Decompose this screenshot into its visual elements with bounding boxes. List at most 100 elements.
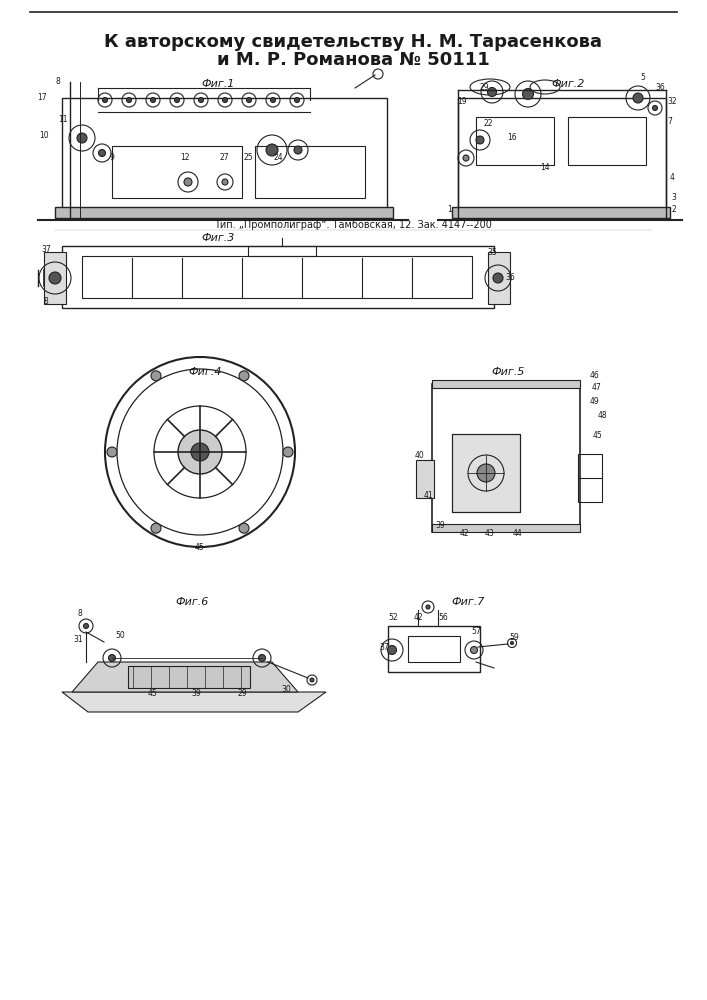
Circle shape bbox=[426, 605, 430, 609]
Circle shape bbox=[283, 447, 293, 457]
Circle shape bbox=[239, 371, 249, 381]
Text: 29: 29 bbox=[479, 83, 489, 92]
Text: 57: 57 bbox=[471, 627, 481, 636]
Text: 22: 22 bbox=[484, 119, 493, 128]
Text: 1: 1 bbox=[448, 205, 452, 214]
Text: Фиг.1: Фиг.1 bbox=[201, 79, 235, 89]
Bar bbox=[112, 146, 242, 198]
Bar bbox=[255, 146, 365, 198]
Text: 39: 39 bbox=[191, 689, 201, 698]
Text: 43: 43 bbox=[485, 529, 495, 538]
Text: 42: 42 bbox=[413, 613, 423, 622]
Text: 41: 41 bbox=[423, 491, 433, 500]
Text: 49: 49 bbox=[590, 397, 600, 406]
Text: 29: 29 bbox=[237, 689, 247, 698]
Bar bbox=[452, 434, 520, 512]
Bar bbox=[488, 252, 510, 304]
Circle shape bbox=[191, 443, 209, 461]
Bar bbox=[578, 454, 602, 502]
Bar bbox=[432, 524, 580, 532]
Circle shape bbox=[633, 93, 643, 103]
Circle shape bbox=[493, 273, 503, 283]
Text: 7: 7 bbox=[667, 117, 672, 126]
Circle shape bbox=[463, 155, 469, 161]
Circle shape bbox=[522, 89, 534, 100]
Circle shape bbox=[151, 371, 161, 381]
Bar bbox=[55, 207, 393, 218]
Text: и М. Р. Романова № 50111: и М. Р. Романова № 50111 bbox=[216, 51, 489, 69]
Text: 59: 59 bbox=[509, 633, 519, 642]
Text: 44: 44 bbox=[513, 529, 523, 538]
Text: 19: 19 bbox=[457, 97, 467, 106]
Text: 48: 48 bbox=[597, 411, 607, 420]
Bar bbox=[568, 117, 646, 165]
Circle shape bbox=[175, 98, 180, 103]
Bar bbox=[452, 207, 670, 218]
Circle shape bbox=[295, 98, 300, 103]
Text: 16: 16 bbox=[507, 133, 517, 142]
Text: Фиг.2: Фиг.2 bbox=[551, 79, 585, 89]
Text: 36: 36 bbox=[505, 273, 515, 282]
Bar bbox=[432, 380, 580, 388]
Text: 45: 45 bbox=[593, 431, 603, 440]
Bar bbox=[248, 246, 316, 256]
Circle shape bbox=[178, 430, 222, 474]
Circle shape bbox=[107, 447, 117, 457]
Text: Тип. „Промполиграф“. Тамбовская, 12. Зак. 4147--200: Тип. „Промполиграф“. Тамбовская, 12. Зак… bbox=[214, 220, 492, 230]
Text: 9: 9 bbox=[110, 153, 115, 162]
Text: 39: 39 bbox=[435, 521, 445, 530]
Text: 11: 11 bbox=[58, 115, 68, 124]
Text: 36: 36 bbox=[655, 83, 665, 92]
Text: К авторскому свидетельству Н. М. Тарасенкова: К авторскому свидетельству Н. М. Тарасен… bbox=[104, 33, 602, 51]
Circle shape bbox=[476, 136, 484, 144]
Text: 5: 5 bbox=[641, 73, 645, 82]
Text: 42: 42 bbox=[459, 529, 469, 538]
Text: Фиг.5: Фиг.5 bbox=[491, 367, 525, 377]
Circle shape bbox=[387, 646, 397, 654]
Circle shape bbox=[184, 178, 192, 186]
Text: Фиг.6: Фиг.6 bbox=[175, 597, 209, 607]
Text: Фиг.7: Фиг.7 bbox=[451, 597, 485, 607]
Text: 4: 4 bbox=[670, 173, 674, 182]
Circle shape bbox=[199, 98, 204, 103]
Bar bbox=[416, 460, 434, 498]
Text: 8: 8 bbox=[56, 77, 60, 86]
Text: 12: 12 bbox=[180, 153, 189, 162]
Text: 8: 8 bbox=[44, 297, 48, 306]
Bar bbox=[128, 666, 250, 688]
Circle shape bbox=[653, 105, 658, 110]
Bar bbox=[408, 636, 460, 662]
Circle shape bbox=[222, 179, 228, 185]
Circle shape bbox=[310, 678, 314, 682]
Text: 40: 40 bbox=[415, 451, 425, 460]
Text: 46: 46 bbox=[590, 371, 600, 380]
Text: 45: 45 bbox=[148, 689, 158, 698]
Text: 24: 24 bbox=[273, 153, 283, 162]
Circle shape bbox=[294, 146, 302, 154]
Circle shape bbox=[127, 98, 132, 103]
Circle shape bbox=[510, 642, 513, 645]
Text: 2: 2 bbox=[672, 205, 677, 214]
Circle shape bbox=[49, 272, 61, 284]
Circle shape bbox=[83, 624, 88, 629]
Text: 37: 37 bbox=[379, 643, 389, 652]
Text: Фиг.3: Фиг.3 bbox=[201, 233, 235, 243]
Polygon shape bbox=[72, 662, 298, 692]
Text: 47: 47 bbox=[592, 383, 602, 392]
Circle shape bbox=[247, 98, 252, 103]
Text: 52: 52 bbox=[388, 613, 398, 622]
Text: 32: 32 bbox=[667, 97, 677, 106]
Text: 30: 30 bbox=[281, 685, 291, 694]
Text: 35: 35 bbox=[487, 248, 497, 257]
Circle shape bbox=[266, 144, 278, 156]
Circle shape bbox=[108, 654, 115, 662]
Text: 8: 8 bbox=[78, 609, 83, 618]
Bar bbox=[388, 626, 480, 672]
Bar bbox=[44, 252, 66, 304]
Bar bbox=[476, 117, 554, 165]
Text: 31: 31 bbox=[74, 635, 83, 644]
Bar bbox=[452, 434, 520, 512]
Text: Фиг.4: Фиг.4 bbox=[188, 367, 222, 377]
Circle shape bbox=[470, 647, 477, 654]
Bar bbox=[62, 246, 494, 308]
